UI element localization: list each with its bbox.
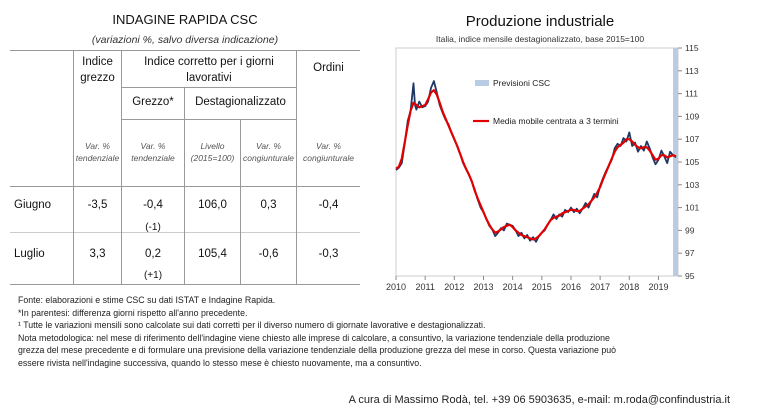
table-header-rule — [10, 186, 360, 187]
forecast-band — [673, 48, 678, 276]
y-tick-label: 113 — [685, 66, 699, 76]
x-tick-label: 2018 — [619, 282, 639, 292]
giugno-ordini: -0,4 — [318, 199, 339, 211]
giugno-grezzo: -0,4 — [143, 199, 163, 211]
luglio-livello: 105,4 — [198, 248, 227, 260]
y-tick-label: 105 — [685, 157, 699, 167]
chart-title: Produzione industriale — [465, 13, 615, 30]
label-livello: Livello (2015=100) — [190, 141, 235, 163]
y-tick-label: 103 — [685, 180, 699, 190]
giugno-diff-giorni: (-1) — [145, 222, 161, 233]
y-tick-label: 111 — [685, 89, 698, 99]
header-destagionalizzato: Destagionalizzato — [195, 96, 286, 108]
y-tick-label: 101 — [685, 203, 699, 213]
note-variations: ¹ Tutte le variazioni mensili sono calco… — [18, 320, 486, 330]
x-tick-label: 2014 — [503, 282, 523, 292]
note-source: Fonte: elaborazioni e stime CSC su dati … — [18, 295, 276, 305]
table-divider-4 — [240, 119, 241, 284]
label-var-congiunturale-2: Var. % congiunturale — [302, 141, 355, 163]
production-chart: 95 97 99 101 103 105 107 109 111 113 115 2010 2011 20… — [386, 43, 699, 292]
luglio-ordini: -0,3 — [318, 248, 339, 260]
table-title: INDAGINE RAPIDA CSC — [112, 12, 258, 27]
table-subtitle: (variazioni %, salvo diversa indicazione… — [91, 34, 279, 46]
header-indice-grezzo: Indice grezzo — [80, 56, 115, 84]
y-tick-label: 99 — [685, 225, 695, 235]
x-tick-label: 2017 — [590, 282, 610, 292]
note-parentheses: *In parentesi: differenza giorni rispett… — [18, 307, 248, 318]
y-tick-label: 109 — [685, 111, 699, 121]
y-tick-label: 107 — [685, 134, 699, 144]
chart-subtitle: Italia, indice mensile destagionalizzato… — [435, 34, 645, 44]
x-tick-label: 2011 — [415, 282, 434, 292]
header-ordini: Ordini — [313, 62, 344, 74]
notes-block: Fonte: elaborazioni e stime CSC su dati … — [18, 294, 748, 369]
giugno-livello: 106,0 — [198, 199, 227, 211]
x-tick-label: 2010 — [386, 282, 406, 292]
table-divider-3 — [184, 87, 185, 284]
note-methodology-2: grezza del mese precedente e di formular… — [18, 345, 617, 355]
luglio-var-congiunturale: -0,6 — [258, 248, 279, 260]
luglio-indice-grezzo: 3,3 — [89, 248, 106, 260]
table-divider-2 — [121, 50, 122, 284]
subheader-rule-2 — [121, 119, 296, 120]
y-tick-label: 115 — [685, 43, 699, 53]
legend-forecast-swatch — [475, 80, 489, 86]
series-moving-average-line — [395, 89, 677, 241]
x-tick-label: 2012 — [444, 282, 464, 292]
row-giugno-label: Giugno — [14, 199, 52, 211]
luglio-grezzo: 0,2 — [145, 248, 161, 260]
x-tick-label: 2016 — [561, 282, 581, 292]
note-methodology-3: essere rivista nell'indagine successiva,… — [18, 357, 422, 368]
subheader-rule — [121, 87, 296, 88]
y-tick-label: 97 — [685, 248, 695, 258]
luglio-diff-giorni: (+1) — [143, 270, 163, 281]
note-methodology-1: Nota metodologica: nel mese di riferimen… — [18, 332, 610, 343]
credit-line: A cura di Massimo Rodà, tel. +39 06 5903… — [348, 394, 730, 406]
giugno-indice-grezzo: -3,5 — [87, 199, 108, 211]
header-indice-corretto: Indice corretto per i giorni lavorativi — [144, 56, 274, 84]
label-var-congiunturale-1: Var. % congiunturale — [242, 141, 295, 163]
table-divider-5 — [296, 50, 297, 284]
legend-moving-average-label: Media mobile centrata a 3 termini — [493, 116, 619, 126]
header-grezzo: Grezzo* — [132, 96, 174, 108]
table-top-rule — [10, 50, 360, 51]
giugno-var-congiunturale: 0,3 — [260, 199, 277, 211]
y-tick-label: 95 — [685, 271, 695, 281]
table-bottom-rule — [10, 284, 360, 285]
x-tick-label: 2019 — [648, 282, 668, 292]
legend-forecast-label: Previsioni CSC — [493, 78, 550, 88]
label-var-tendenziale-2: Var. % tendenziale — [131, 141, 175, 163]
label-var-tendenziale-1: Var. % tendenziale — [75, 141, 120, 163]
x-tick-label: 2015 — [532, 282, 552, 292]
x-tick-label: 2013 — [473, 282, 493, 292]
table-divider-1 — [73, 50, 74, 284]
table-row-divider — [10, 232, 360, 233]
series-index-line — [395, 80, 677, 243]
row-luglio-label: Luglio — [14, 248, 45, 260]
